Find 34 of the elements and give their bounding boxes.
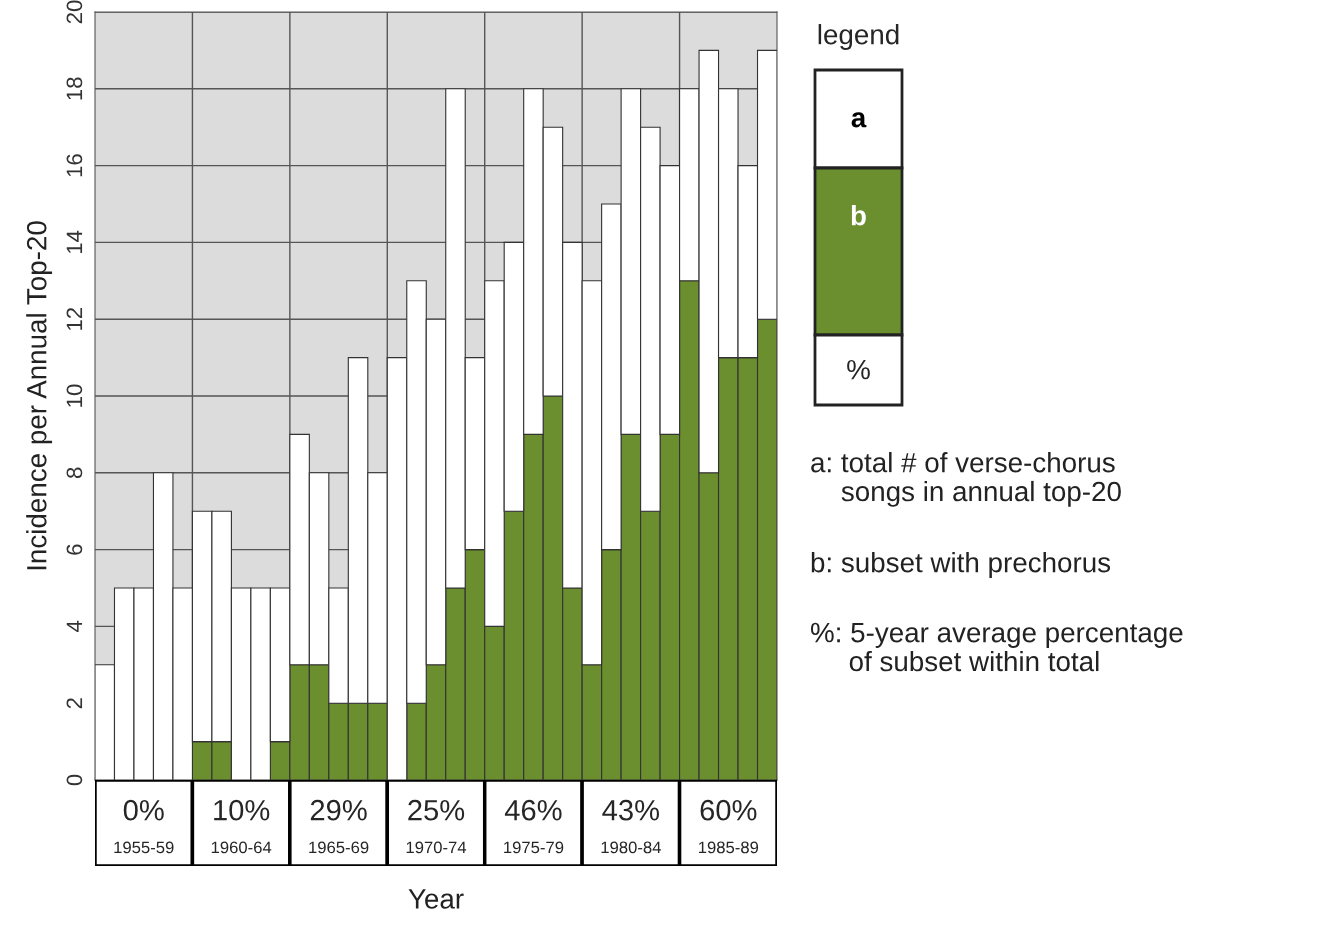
y-tick-label: 2 [66, 698, 83, 709]
y-tick-label: 4 [66, 620, 83, 633]
text: 46% [504, 799, 562, 821]
text: 29% [310, 799, 367, 821]
y-tick-label: 16 [66, 154, 83, 177]
y-tick-label: 14 [66, 230, 83, 254]
y-axis-title: Incidence per Annual Top-20 [26, 221, 53, 570]
text: 1960-64 [211, 841, 272, 854]
text: 1980-84 [601, 841, 661, 854]
text: 25% [408, 799, 465, 821]
text: 60% [700, 799, 757, 821]
text: b [851, 205, 866, 226]
text: 1955-59 [114, 841, 174, 854]
text: 0% [123, 799, 164, 821]
y-tick-label: 18 [66, 77, 83, 100]
text: b: subset with prechorus [811, 552, 1111, 578]
legend-title: legend [818, 24, 899, 50]
text: a [851, 112, 867, 128]
y-tick-label: 10 [66, 384, 83, 407]
x-axis-title: Year [408, 889, 464, 909]
text: %: 5-year average percentage of subset within total [810, 622, 1183, 672]
y-tick-label: 8 [66, 467, 83, 479]
text: 43% [602, 799, 660, 821]
y-tick-label: 12 [66, 307, 83, 330]
text: % [847, 359, 870, 380]
y-tick-label: 20 [66, 0, 83, 24]
text: 1970-74 [406, 841, 467, 854]
text: a: total # of verse-chorus songs in annual top-20 [811, 452, 1121, 507]
text: 1985-89 [698, 841, 759, 854]
text: 1965-69 [309, 841, 369, 854]
text: 1975-79 [504, 841, 564, 854]
text: 10% [214, 799, 270, 821]
y-tick-label: 6 [66, 544, 83, 555]
y-tick-label: 0 [66, 774, 83, 786]
